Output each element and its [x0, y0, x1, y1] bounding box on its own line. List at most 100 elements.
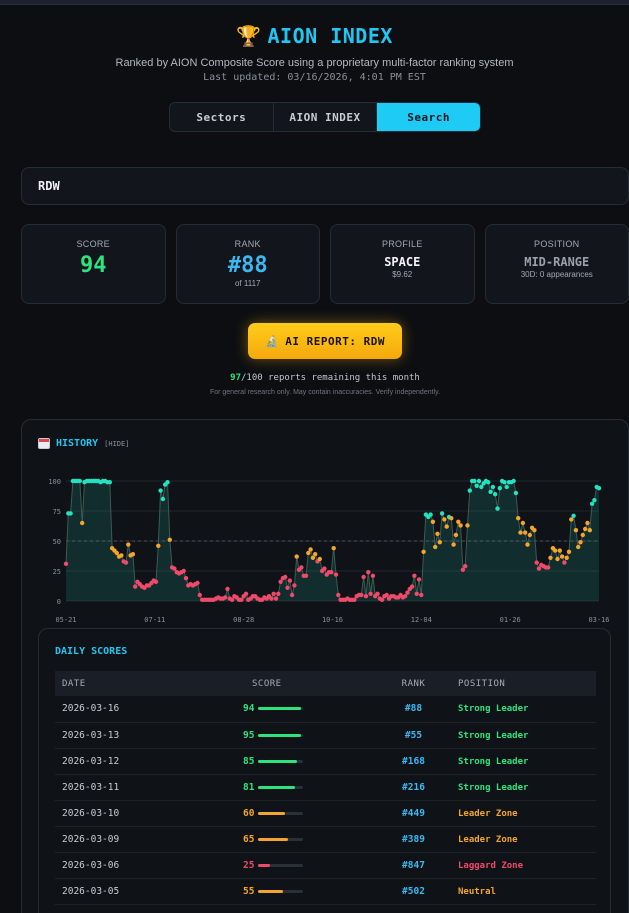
history-point: [516, 516, 521, 521]
history-point: [368, 591, 373, 596]
stat-cards: SCORE 94 RANK #88 of 1117 PROFILE SPACE …: [21, 224, 629, 304]
history-point: [474, 483, 479, 488]
history-point: [165, 480, 170, 485]
row-date: 2026-03-04: [55, 904, 205, 913]
row-score-bar-fill: [258, 785, 295, 789]
row-position: Strong Leader: [450, 722, 596, 749]
last-updated: Last updated: 03/16/2026, 4:01 PM EST: [203, 72, 426, 83]
col-score: SCORE: [252, 678, 282, 689]
table-row[interactable]: 2026-03-12 85 #168 Strong Leader: [55, 748, 596, 775]
history-point: [576, 544, 581, 550]
row-score-bar: [258, 863, 304, 867]
history-point: [490, 484, 496, 490]
table-row[interactable]: 2026-03-09 65 #389 Leader Zone: [55, 826, 596, 853]
disclaimer: For general research only. May contain i…: [209, 389, 441, 396]
tab-aion-index[interactable]: AION INDEX: [274, 103, 378, 131]
history-point: [497, 486, 502, 491]
row-date: 2026-03-12: [55, 748, 205, 775]
tab-sectors[interactable]: Sectors: [170, 103, 274, 131]
history-point: [160, 496, 166, 502]
history-point: [520, 520, 526, 526]
history-point: [534, 560, 539, 565]
row-score-bar-fill: [258, 707, 301, 711]
history-point: [294, 554, 299, 559]
x-tick-label: 03-16: [588, 616, 609, 624]
history-point: [384, 592, 389, 598]
history-point: [472, 478, 477, 484]
history-point: [559, 554, 565, 559]
tab-search[interactable]: Search: [377, 103, 480, 131]
row-position: Strong Leader: [450, 774, 596, 801]
row-score: 60: [205, 800, 377, 827]
row-rank: #847: [377, 852, 450, 879]
row-position: Strong Leader: [450, 748, 596, 775]
history-point: [405, 590, 410, 595]
history-point: [511, 478, 516, 484]
history-point: [77, 478, 82, 484]
table-row[interactable]: 2026-03-05 55 #502 Neutral: [55, 878, 596, 905]
row-score-value: 25: [243, 859, 255, 871]
hide-history-toggle[interactable]: [HIDE]: [104, 439, 130, 448]
history-area: [66, 481, 599, 601]
history-point: [308, 547, 313, 552]
position-appearances: 30D: 0 appearances: [520, 270, 593, 279]
search-input[interactable]: RDW: [21, 167, 629, 205]
table-row[interactable]: 2026-03-13 95 #55 Strong Leader: [55, 722, 596, 749]
row-score-value: 95: [243, 729, 255, 741]
col-date: DATE: [62, 678, 86, 689]
row-rank: #168: [377, 748, 450, 775]
table-row[interactable]: 2026-03-10 60 #449 Leader Zone: [55, 800, 596, 827]
history-point: [566, 549, 572, 554]
y-tick-label: 50: [53, 538, 61, 546]
tab-bar: Sectors AION INDEX Search: [169, 102, 481, 132]
ai-report-button[interactable]: 🔬 AI REPORT: RDW: [248, 323, 402, 359]
history-point: [130, 552, 136, 557]
history-point: [156, 543, 161, 548]
history-point: [68, 511, 73, 516]
table-header-row: DATE SCORE RANK POSITION: [55, 671, 596, 696]
table-row[interactable]: 2026-03-11 81 #216 Strong Leader: [55, 774, 596, 801]
row-score-bar: [258, 837, 304, 841]
row-score-value: 65: [243, 833, 255, 845]
page-title: 🏆 AION INDEX: [236, 24, 393, 48]
history-point: [504, 484, 509, 490]
history-point: [239, 597, 244, 602]
row-score-bar: [258, 785, 304, 789]
history-point: [460, 567, 466, 572]
history-point: [513, 490, 519, 496]
history-point: [488, 489, 493, 494]
row-score: 95: [205, 722, 377, 749]
score-card: SCORE 94: [21, 224, 166, 304]
table-row[interactable]: 2026-03-16 94 #88 Strong Leader: [55, 696, 596, 723]
row-position: Strong Leader: [450, 696, 596, 723]
table-row[interactable]: 2026-03-04 43 #627Neutral: [55, 904, 596, 913]
position-value: MID-RANGE: [524, 255, 590, 269]
history-point: [271, 591, 276, 596]
profile-value: SPACE: [384, 255, 421, 269]
row-score: 25: [205, 852, 377, 879]
row-score-value: 85: [243, 755, 255, 767]
history-point: [292, 583, 297, 588]
history-point: [573, 528, 579, 533]
row-date: 2026-03-09: [55, 826, 205, 853]
history-point: [456, 519, 461, 524]
row-score: 85: [205, 748, 377, 775]
trophy-icon: 🏆: [236, 24, 262, 48]
history-point: [578, 540, 583, 545]
history-point: [569, 517, 574, 522]
history-point: [352, 597, 357, 602]
history-point: [269, 596, 274, 601]
history-point: [527, 532, 532, 538]
history-point: [331, 546, 336, 551]
history-point: [548, 555, 553, 560]
table-row[interactable]: 2026-03-06 25 #847 Laggard Zone: [55, 852, 596, 879]
history-point: [366, 570, 371, 575]
row-score-value: 43: [243, 912, 254, 913]
history-point: [589, 501, 595, 506]
history-point: [195, 580, 200, 586]
history-point: [409, 584, 415, 589]
x-tick-label: 12-04: [411, 616, 432, 624]
history-point: [580, 532, 585, 538]
row-position: Neutral: [450, 904, 596, 913]
position-label: POSITION: [534, 239, 580, 249]
